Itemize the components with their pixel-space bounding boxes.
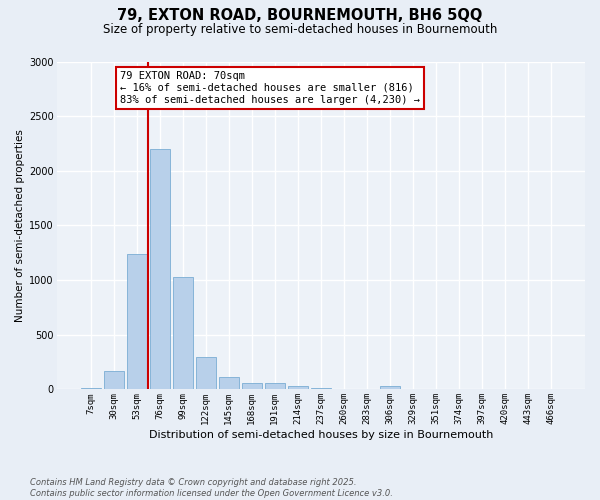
Bar [196, 357, 216, 390]
Bar [104, 371, 124, 390]
Text: 79, EXTON ROAD, BOURNEMOUTH, BH6 5QQ: 79, EXTON ROAD, BOURNEMOUTH, BH6 5QQ [118, 8, 482, 22]
Bar [127, 254, 147, 390]
Y-axis label: Number of semi-detached properties: Number of semi-detached properties [15, 129, 25, 322]
Text: Size of property relative to semi-detached houses in Bournemouth: Size of property relative to semi-detach… [103, 22, 497, 36]
Bar [150, 149, 170, 390]
Bar [311, 388, 331, 390]
Bar [173, 277, 193, 390]
Text: 79 EXTON ROAD: 70sqm
← 16% of semi-detached houses are smaller (816)
83% of semi: 79 EXTON ROAD: 70sqm ← 16% of semi-detac… [120, 72, 420, 104]
Bar [219, 378, 239, 390]
Bar [81, 388, 101, 390]
Bar [265, 384, 285, 390]
Bar [288, 386, 308, 390]
Text: Contains HM Land Registry data © Crown copyright and database right 2025.
Contai: Contains HM Land Registry data © Crown c… [30, 478, 393, 498]
X-axis label: Distribution of semi-detached houses by size in Bournemouth: Distribution of semi-detached houses by … [149, 430, 493, 440]
Bar [242, 383, 262, 390]
Bar [380, 386, 400, 390]
